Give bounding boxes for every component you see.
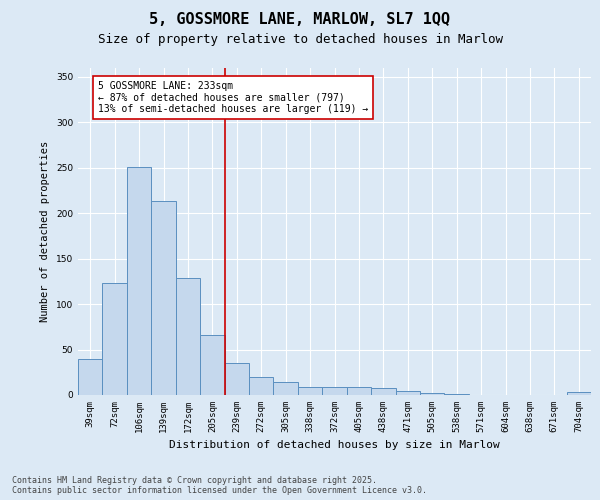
X-axis label: Distribution of detached houses by size in Marlow: Distribution of detached houses by size … [169,440,500,450]
Bar [371,388,395,395]
Bar [566,392,591,395]
Bar [224,363,249,395]
Bar [395,392,420,395]
Text: 5 GOSSMORE LANE: 233sqm
← 87% of detached houses are smaller (797)
13% of semi-d: 5 GOSSMORE LANE: 233sqm ← 87% of detache… [98,81,368,114]
Bar [176,278,200,395]
Bar [249,377,274,395]
Bar [200,335,224,395]
Bar [420,393,445,395]
Bar [347,387,371,395]
Text: Size of property relative to detached houses in Marlow: Size of property relative to detached ho… [97,32,503,46]
Bar [103,283,127,395]
Bar [322,387,347,395]
Bar [78,358,103,395]
Bar [445,394,469,395]
Text: 5, GOSSMORE LANE, MARLOW, SL7 1QQ: 5, GOSSMORE LANE, MARLOW, SL7 1QQ [149,12,451,28]
Y-axis label: Number of detached properties: Number of detached properties [40,140,50,322]
Bar [298,387,322,395]
Bar [274,382,298,395]
Bar [151,201,176,395]
Text: Contains HM Land Registry data © Crown copyright and database right 2025.
Contai: Contains HM Land Registry data © Crown c… [12,476,427,495]
Bar [127,166,151,395]
